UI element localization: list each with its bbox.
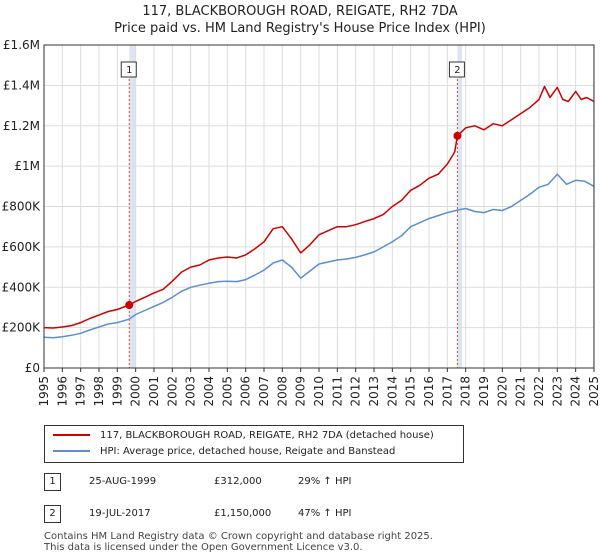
footer-copyright: Contains HM Land Registry data © Crown c… xyxy=(44,531,433,542)
sale-marker-label: 2 xyxy=(454,65,460,76)
y-tick-label: £400K xyxy=(2,280,42,294)
x-tick-label: 2021 xyxy=(514,376,528,407)
x-tick-label: 2023 xyxy=(550,376,564,407)
x-tick-label: 2002 xyxy=(165,376,179,407)
y-tick-label: £0 xyxy=(25,361,40,375)
x-tick-label: 2003 xyxy=(184,376,198,407)
legend-swatch-property xyxy=(53,434,90,436)
x-tick-label: 2004 xyxy=(202,376,216,407)
sale-number-badge: 2 xyxy=(44,505,61,523)
sale-date: 25-AUG-1999 xyxy=(89,476,157,487)
legend-label-property: 117, BLACKBOROUGH ROAD, REIGATE, RH2 7DA… xyxy=(100,430,434,441)
y-tick-label: £1.6M xyxy=(3,38,40,52)
x-tick-label: 2018 xyxy=(459,376,473,407)
y-tick-label: £1M xyxy=(14,159,40,173)
sale-marker-box xyxy=(448,61,465,78)
sale-price: £1,150,000 xyxy=(214,508,272,519)
x-tick-label: 2014 xyxy=(385,376,399,407)
y-tick-label: £600K xyxy=(2,240,42,254)
y-tick-label: £1.4M xyxy=(3,78,40,92)
x-tick-label: 1999 xyxy=(110,376,124,407)
sale-hpi-change: 47% ↑ HPI xyxy=(298,508,352,519)
plot-frame xyxy=(43,44,595,369)
x-tick-label: 2012 xyxy=(349,376,363,407)
chart-title: 117, BLACKBOROUGH ROAD, REIGATE, RH2 7DA xyxy=(142,4,458,19)
x-tick-label: 2000 xyxy=(129,376,143,407)
x-tick-label: 2016 xyxy=(422,376,436,407)
x-tick-label: 2008 xyxy=(275,376,289,407)
property-price-line xyxy=(43,85,595,329)
x-tick-label: 2009 xyxy=(294,376,308,407)
x-tick-label: 2019 xyxy=(477,376,491,407)
x-tick-label: 2010 xyxy=(312,376,326,407)
sale-point xyxy=(453,131,462,140)
sale-marker-label: 1 xyxy=(126,65,132,76)
x-tick-label: 1996 xyxy=(55,376,69,407)
sale-number-badge: 1 xyxy=(44,473,61,491)
x-tick-label: 2007 xyxy=(257,376,271,407)
chart-subtitle: Price paid vs. HM Land Registry's House … xyxy=(114,21,486,36)
sale-price: £312,000 xyxy=(214,476,262,487)
legend-item-hpi: HPI: Average price, detached house, Reig… xyxy=(53,444,395,460)
y-tick-label: £200K xyxy=(2,321,42,335)
x-tick-label: 2015 xyxy=(404,376,418,407)
x-tick-label: 2024 xyxy=(569,376,583,407)
sale-date: 19-JUL-2017 xyxy=(89,508,151,519)
price-chart: 1 2 £0 £200K £400K £600K £800K £1M £1.2M £1.4M £1… xyxy=(2,38,600,407)
x-tick-label: 2013 xyxy=(367,376,381,407)
hpi-line xyxy=(43,173,595,339)
sale-marker-box xyxy=(120,61,137,78)
x-tick-label: 1995 xyxy=(37,376,51,407)
x-tick-label: 1997 xyxy=(74,376,88,407)
x-tick-label: 2011 xyxy=(330,376,344,407)
legend-item-property: 117, BLACKBOROUGH ROAD, REIGATE, RH2 7DA… xyxy=(53,428,434,444)
x-tick-label: 2017 xyxy=(440,376,454,407)
y-tick-label: £800K xyxy=(2,200,42,214)
sale-hpi-change: 29% ↑ HPI xyxy=(298,476,352,487)
x-tick-label: 2006 xyxy=(239,376,253,407)
y-tick-label: £1.2M xyxy=(3,119,40,133)
sale-point xyxy=(125,301,134,310)
legend-label-hpi: HPI: Average price, detached house, Reig… xyxy=(100,446,396,457)
x-tick-label: 2001 xyxy=(147,376,161,407)
chart-legend: 117, BLACKBOROUGH ROAD, REIGATE, RH2 7DA… xyxy=(44,425,464,463)
x-tick-label: 2025 xyxy=(587,376,600,407)
x-tick-label: 1998 xyxy=(92,376,106,407)
x-tick-label: 2022 xyxy=(532,376,546,407)
x-tick-label: 2005 xyxy=(220,376,234,407)
x-tick-label: 2020 xyxy=(495,376,509,407)
footer-licence: This data is licensed under the Open Gov… xyxy=(44,542,363,553)
legend-swatch-hpi xyxy=(53,450,90,452)
